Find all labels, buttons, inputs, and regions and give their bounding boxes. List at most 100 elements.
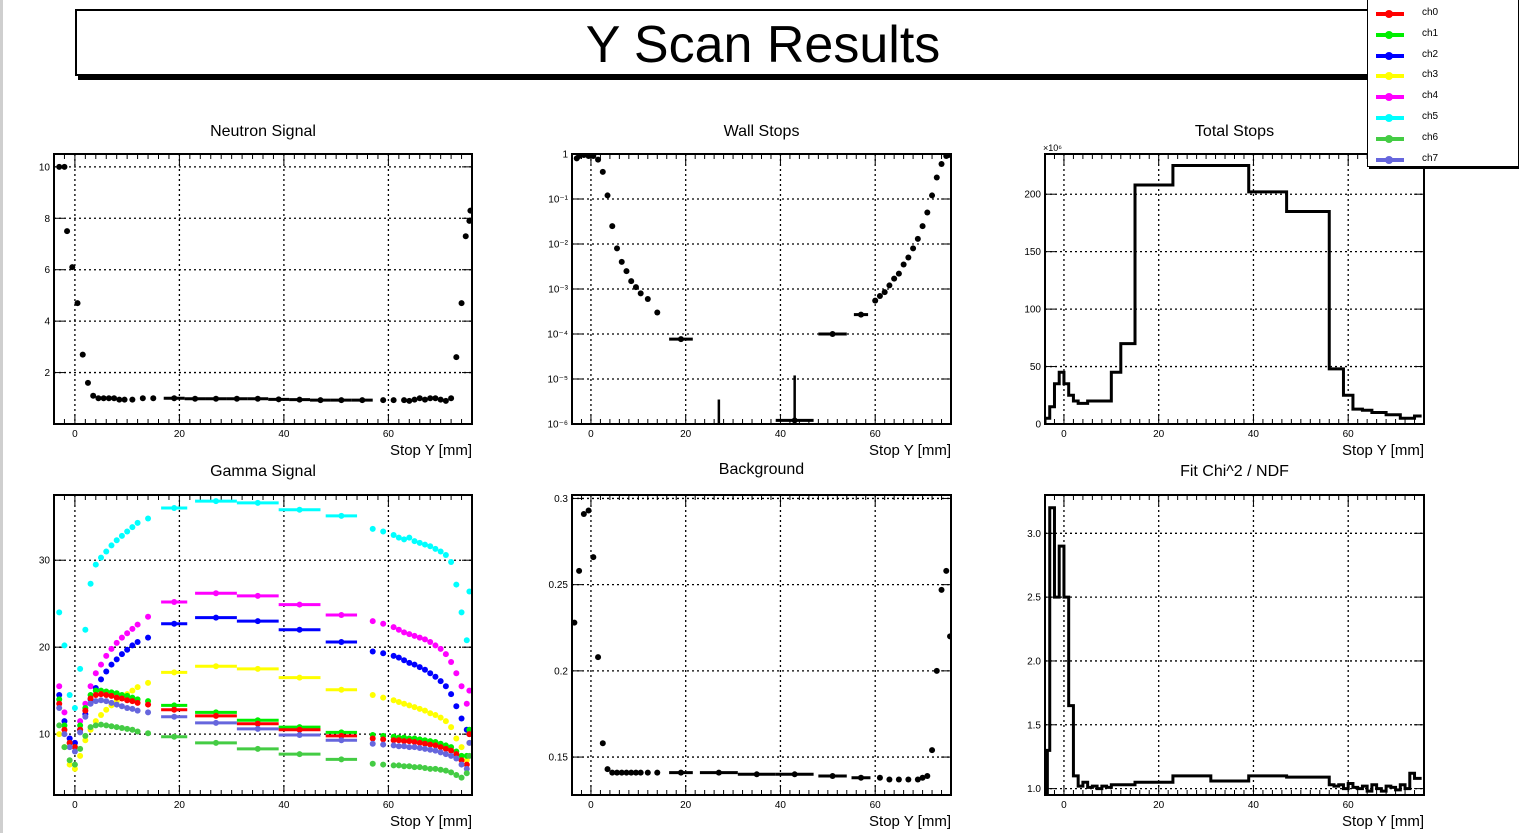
data-point <box>432 712 439 718</box>
data-point <box>411 738 418 745</box>
data-point <box>886 776 893 783</box>
data-point <box>69 264 76 271</box>
y-tick-label: 10⁻² <box>548 240 568 251</box>
data-point <box>929 192 936 199</box>
data-point <box>103 698 110 705</box>
data-layer <box>573 154 951 424</box>
data-point <box>401 743 408 750</box>
data-point <box>458 609 465 616</box>
data-point <box>100 395 107 402</box>
y-tick-label: 30 <box>39 556 51 567</box>
data-point <box>338 737 345 744</box>
data-point <box>448 747 455 754</box>
data-point <box>87 700 94 707</box>
x-tick-label: 0 <box>588 429 594 440</box>
legend-marker <box>1385 134 1393 143</box>
data-point <box>103 722 110 729</box>
data-point <box>77 718 84 725</box>
data-point <box>945 154 951 159</box>
data-point <box>87 695 94 702</box>
chart-title: Background <box>719 461 804 478</box>
y-tick-label: 200 <box>1024 190 1041 201</box>
data-point <box>886 282 893 289</box>
data-point <box>134 684 141 691</box>
data-point <box>171 620 178 627</box>
legend-label: ch3 <box>1422 69 1439 81</box>
data-point <box>145 515 152 522</box>
data-point <box>715 769 722 776</box>
x-tick-label: 40 <box>278 429 290 440</box>
data-point <box>466 752 472 759</box>
data-point <box>66 744 73 751</box>
data-point <box>171 706 178 713</box>
data-point <box>118 695 125 702</box>
data-point <box>150 395 157 402</box>
data-point <box>296 601 303 608</box>
data-point <box>71 744 78 751</box>
data-point <box>585 154 592 160</box>
data-point <box>406 397 413 404</box>
data-point <box>395 737 402 744</box>
data-point <box>453 735 460 742</box>
data-point <box>614 245 621 252</box>
data-point <box>98 721 105 728</box>
data-point <box>369 525 376 532</box>
data-point <box>857 774 864 781</box>
data-point <box>98 554 105 561</box>
data-point <box>406 744 413 751</box>
data-point <box>87 580 94 587</box>
data-point <box>254 745 261 752</box>
data-point <box>933 667 940 674</box>
data-point <box>134 707 141 714</box>
x-tick-label: 20 <box>1153 429 1165 440</box>
data-point <box>599 168 606 175</box>
chart-title: Fit Chi^2 / NDF <box>1180 463 1289 480</box>
data-point <box>463 761 470 768</box>
data-point <box>129 524 136 531</box>
data-point <box>390 742 397 749</box>
data-point <box>56 705 63 712</box>
data-point <box>79 351 86 358</box>
data-point <box>124 528 131 535</box>
data-point <box>458 300 465 307</box>
data-point <box>171 733 178 740</box>
data-point <box>118 532 125 539</box>
data-point <box>171 505 178 512</box>
data-point <box>458 683 465 690</box>
data-point <box>90 392 97 399</box>
data-point <box>338 638 345 645</box>
y-tick-label: 1.5 <box>1027 720 1041 731</box>
data-point <box>71 705 78 712</box>
legend-entry-ch3: ch3 <box>1368 65 1518 85</box>
x-axis-label: Stop Y [mm] <box>869 813 951 830</box>
data-point <box>437 645 444 652</box>
data-point <box>118 703 125 710</box>
legend-entry-ch1: ch1 <box>1368 24 1518 44</box>
data-point <box>401 657 408 664</box>
data-layer <box>1045 506 1422 795</box>
data-point <box>98 712 105 718</box>
data-point <box>401 700 408 707</box>
x-tick-label: 0 <box>72 429 78 440</box>
data-point <box>61 163 68 170</box>
legend-entry-ch0: ch0 <box>1368 3 1518 23</box>
data-point <box>411 538 418 545</box>
data-point <box>929 747 936 754</box>
data-point <box>590 154 597 160</box>
data-layer <box>56 163 472 404</box>
chart-title: Total Stops <box>1195 123 1274 140</box>
data-point <box>427 765 434 772</box>
y-tick-label: 0.15 <box>549 753 569 764</box>
legend-entry-ch7: ch7 <box>1368 149 1518 169</box>
x-tick-label: 0 <box>1061 429 1067 440</box>
data-point <box>296 726 303 733</box>
legend: ch0 ch1 ch2 ch3 ch4 ch5 ch6 ch7 <box>1367 0 1519 167</box>
data-point <box>84 379 91 386</box>
data-point <box>108 645 115 652</box>
data-point <box>64 228 71 235</box>
data-point <box>369 735 376 742</box>
data-point <box>129 642 136 649</box>
data-point <box>171 395 178 402</box>
y-tick-label: 0.25 <box>549 580 569 591</box>
data-point <box>395 626 402 633</box>
